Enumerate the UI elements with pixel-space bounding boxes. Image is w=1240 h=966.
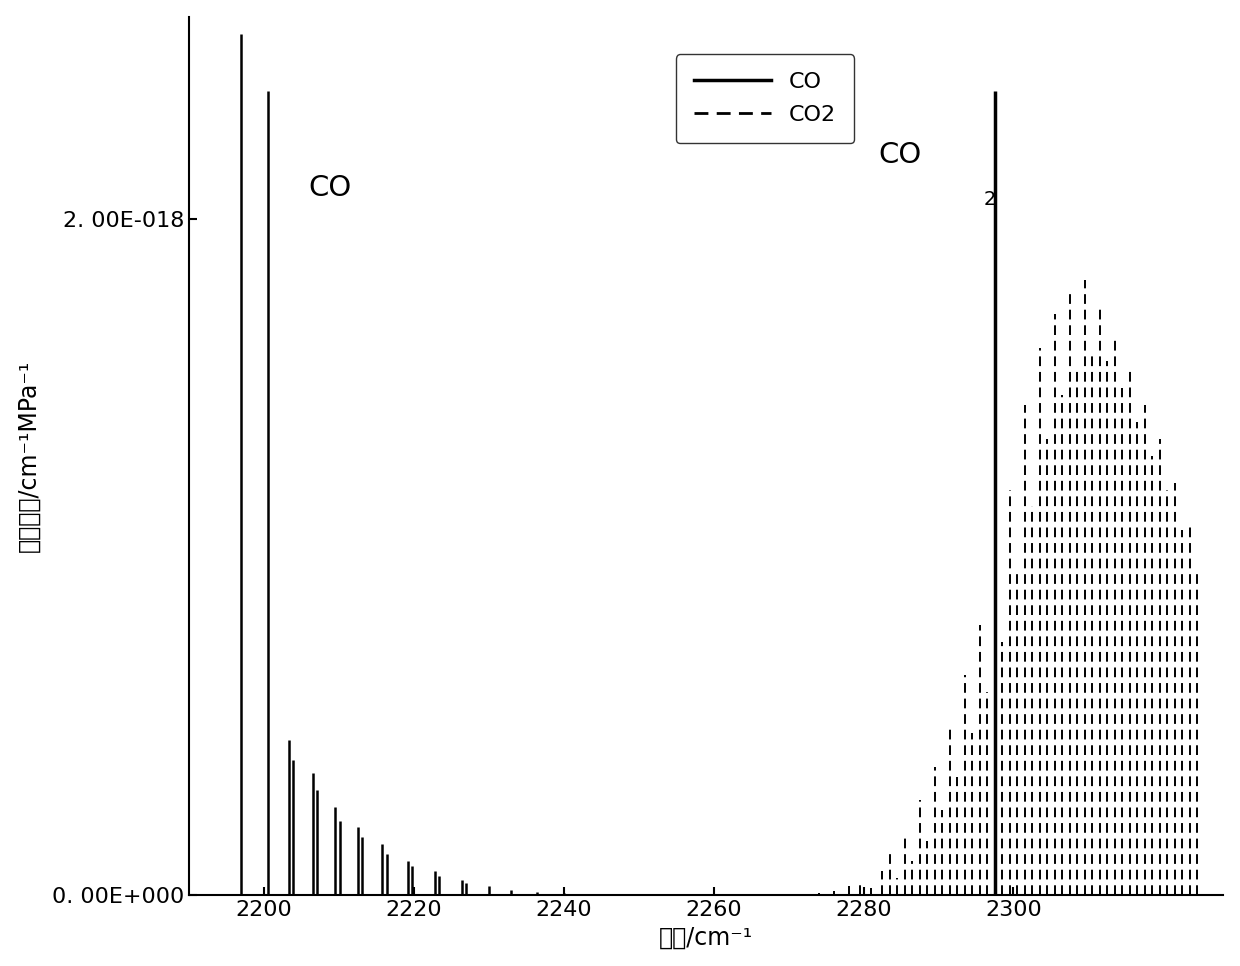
Y-axis label: 吸收系数/cm⁻¹MPa⁻¹: 吸收系数/cm⁻¹MPa⁻¹ <box>16 359 41 552</box>
Text: CO: CO <box>309 175 352 203</box>
Legend: CO, CO2: CO, CO2 <box>676 54 854 143</box>
Text: 2: 2 <box>983 190 996 210</box>
Text: CO: CO <box>878 141 921 169</box>
X-axis label: 波数/cm⁻¹: 波数/cm⁻¹ <box>658 925 753 950</box>
